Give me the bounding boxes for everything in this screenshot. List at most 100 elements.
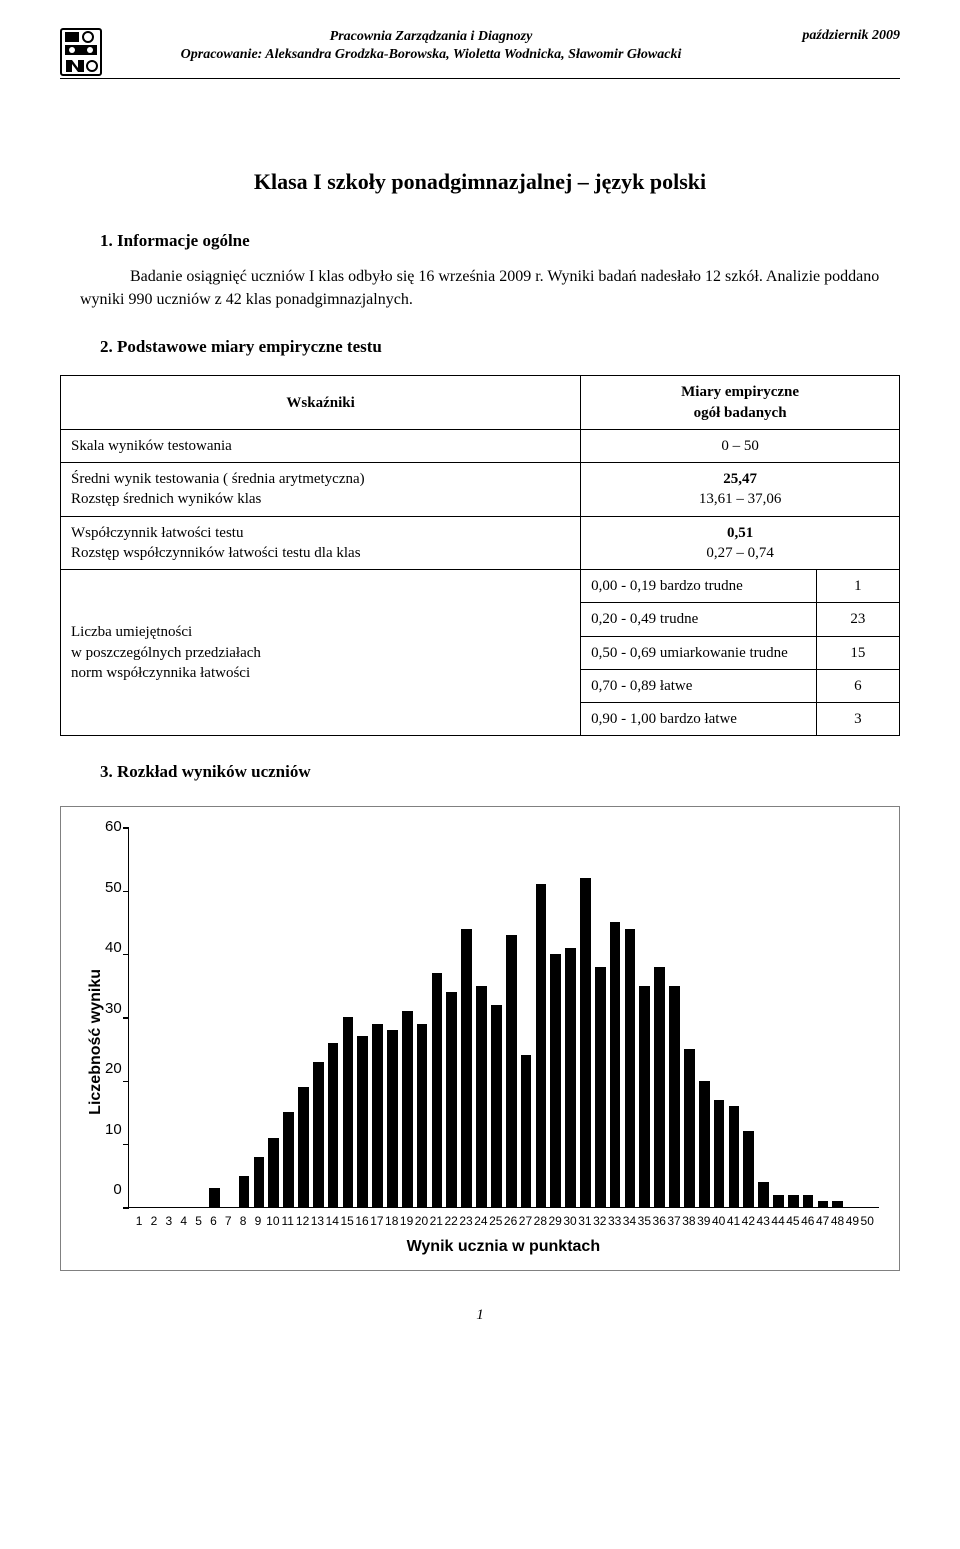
x-axis-ticks: 1234567891011121314151617181920212223242… — [128, 1208, 879, 1228]
page-title: Klasa I szkoły ponadgimnazjalnej – język… — [60, 169, 900, 195]
bar-slot — [266, 1138, 281, 1208]
x-tick: 21 — [429, 1214, 444, 1228]
x-tick: 38 — [681, 1214, 696, 1228]
x-tick: 24 — [473, 1214, 488, 1228]
bars-container — [129, 827, 879, 1207]
bar — [461, 929, 472, 1208]
bar — [788, 1195, 799, 1208]
bar — [699, 1081, 710, 1208]
bar-slot — [756, 1182, 771, 1207]
header-center: Pracownia Zarządzania i Diagnozy Opracow… — [102, 28, 760, 63]
bar-slot — [370, 1024, 385, 1208]
table-head-right: Miary empiryczne ogół badanych — [581, 376, 900, 430]
bar — [254, 1157, 265, 1208]
bar-slot — [578, 878, 593, 1207]
bar — [372, 1024, 383, 1208]
bar-slot — [816, 1201, 831, 1207]
bar — [446, 992, 457, 1207]
bar-slot — [771, 1195, 786, 1208]
bar-slot — [341, 1017, 356, 1207]
bar — [803, 1195, 814, 1208]
bar-slot — [726, 1106, 741, 1207]
x-tick: 19 — [399, 1214, 414, 1228]
bar-slot — [385, 1030, 400, 1207]
header-line2: Opracowanie: Aleksandra Grodzka-Borowska… — [102, 46, 760, 64]
bar — [654, 967, 665, 1208]
logo — [60, 28, 102, 76]
row-mean-label: Średni wynik testowania ( średnia arytme… — [61, 463, 581, 517]
bar — [268, 1138, 279, 1208]
header-line1: Pracownia Zarządzania i Diagnozy — [102, 28, 760, 46]
bar-slot — [430, 973, 445, 1207]
bar — [432, 973, 443, 1207]
x-tick: 50 — [860, 1214, 875, 1228]
bar-slot — [444, 992, 459, 1207]
section-1-heading: 1. Informacje ogólne — [100, 231, 900, 251]
bar — [832, 1201, 843, 1207]
bar-slot — [400, 1011, 415, 1207]
bar — [580, 878, 591, 1207]
row-mean-value: 25,47 13,61 – 37,06 — [581, 463, 900, 517]
bar-slot — [652, 967, 667, 1208]
bar — [536, 884, 547, 1207]
x-tick: 12 — [295, 1214, 310, 1228]
bar — [729, 1106, 740, 1207]
x-tick: 9 — [251, 1214, 266, 1228]
bar-slot — [474, 986, 489, 1208]
bar — [357, 1036, 368, 1207]
x-tick: 35 — [637, 1214, 652, 1228]
bar — [209, 1188, 220, 1207]
bar — [550, 954, 561, 1207]
bar — [714, 1100, 725, 1208]
row-scale-label: Skala wyników testowania — [61, 429, 581, 462]
bar — [239, 1176, 250, 1208]
x-tick: 4 — [176, 1214, 191, 1228]
x-tick: 39 — [696, 1214, 711, 1228]
bar-slot — [489, 1005, 504, 1208]
x-tick: 31 — [577, 1214, 592, 1228]
x-tick: 41 — [726, 1214, 741, 1228]
x-tick: 43 — [756, 1214, 771, 1228]
bar-slot — [207, 1188, 222, 1207]
x-tick: 33 — [607, 1214, 622, 1228]
x-axis-label: Wynik ucznia w punktach — [128, 1238, 879, 1256]
x-tick: 25 — [488, 1214, 503, 1228]
bar — [669, 986, 680, 1208]
section-3-heading: 3. Rozkład wyników uczniów — [100, 762, 900, 782]
bar-slot — [801, 1195, 816, 1208]
x-tick: 6 — [206, 1214, 221, 1228]
bar-slot — [608, 922, 623, 1207]
x-tick: 36 — [652, 1214, 667, 1228]
x-tick: 15 — [340, 1214, 355, 1228]
diff-row-1: 0,20 - 0,49 trudne 23 — [581, 603, 900, 636]
x-tick: 3 — [161, 1214, 176, 1228]
header-date: październik 2009 — [760, 28, 900, 44]
y-tick: 10 — [105, 1121, 122, 1138]
page-header: Pracownia Zarządzania i Diagnozy Opracow… — [60, 28, 900, 79]
row-ease-value: 0,51 0,27 – 0,74 — [581, 516, 900, 570]
x-tick: 44 — [771, 1214, 786, 1228]
bar-slot — [697, 1081, 712, 1208]
bar-slot — [667, 986, 682, 1208]
bar — [387, 1030, 398, 1207]
x-tick: 49 — [845, 1214, 860, 1228]
diff-row-2: 0,50 - 0,69 umiarkowanie trudne 15 — [581, 636, 900, 669]
bar — [476, 986, 487, 1208]
y-axis-ticks: 6050403020100 — [105, 818, 128, 1198]
bar — [313, 1062, 324, 1208]
bar — [298, 1087, 309, 1207]
x-tick: 45 — [786, 1214, 801, 1228]
x-tick: 18 — [384, 1214, 399, 1228]
x-tick: 46 — [800, 1214, 815, 1228]
y-tick: 40 — [105, 939, 122, 956]
x-tick: 34 — [622, 1214, 637, 1228]
x-tick: 2 — [147, 1214, 162, 1228]
x-tick: 10 — [265, 1214, 280, 1228]
bar — [773, 1195, 784, 1208]
bar — [328, 1043, 339, 1208]
bar-slot — [637, 986, 652, 1208]
diff-row-4: 0,90 - 1,00 bardzo łatwe 3 — [581, 703, 900, 736]
x-tick: 42 — [741, 1214, 756, 1228]
x-tick: 20 — [414, 1214, 429, 1228]
x-tick: 7 — [221, 1214, 236, 1228]
